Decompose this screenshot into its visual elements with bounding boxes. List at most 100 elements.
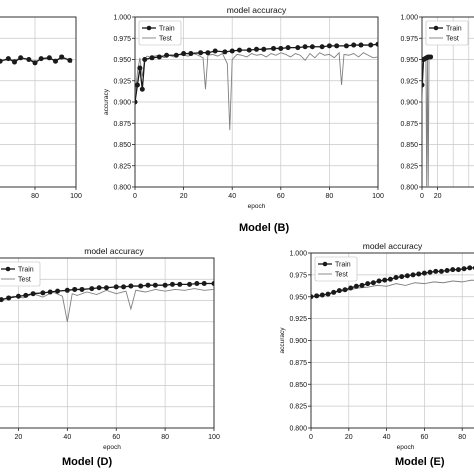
data-point [18,55,24,61]
data-point [139,86,145,92]
data-point [348,285,354,291]
data-point [428,54,434,60]
data-point [285,45,291,51]
data-point [461,266,467,272]
data-point [55,288,61,294]
data-point [319,44,325,50]
data-point [32,60,38,66]
data-point [393,275,399,280]
data-point [169,281,175,287]
data-point [353,283,359,289]
y-tick-label: 1.000 [289,251,307,258]
data-point [164,52,170,58]
data-point [365,281,371,287]
legend-label: Train [335,262,351,269]
data-point [438,268,444,274]
legend-label: Test [446,36,459,43]
legend-label: Test [159,36,172,43]
chart-title: model accuracy [227,5,287,15]
data-point [455,267,461,273]
data-point [145,282,151,288]
chart-panel: 0 20 40 60 80 100 0.800 0.825 0.850 0.875 0.900 0.9… [103,5,384,210]
y-tick-label: 0.850 [113,142,131,149]
y-tick-label: 0.850 [289,382,307,389]
data-point [12,59,17,65]
y-tick-label: 0.975 [113,36,131,43]
legend-label: Train [18,267,34,274]
caption-model-d: Model (D) [62,456,113,468]
x-tick-label: 60 [421,434,429,441]
data-point [387,276,393,282]
data-point [271,45,277,51]
data-point [375,41,378,47]
x-tick-label: 60 [112,434,120,441]
series-line [135,43,378,103]
y-tick-label: 0.800 [113,185,131,192]
x-tick-label: 20 [15,434,23,441]
x-tick-label: 80 [161,434,169,441]
data-point [205,50,211,56]
x-tick-label: 0 [309,434,313,441]
data-point [15,293,21,299]
x-tick-label: 0 [420,193,424,200]
data-point [47,289,53,295]
data-point [0,297,4,303]
x-tick-label: 80 [31,193,39,200]
data-point [177,281,183,287]
data-point [295,45,301,51]
data-point [38,56,44,62]
x-tick-label: 100 [208,434,220,441]
y-tick-label: 0.825 [289,404,307,411]
data-point [404,273,410,279]
chart-title: model accuracy [363,241,423,251]
data-point [211,281,214,286]
x-tick-label: 20 [180,193,188,200]
data-point [302,44,308,50]
series-group [311,265,474,300]
y-tick-label: 1.000 [400,15,418,22]
series-line [0,282,214,301]
data-point [278,45,284,51]
plot-frame [0,257,215,429]
data-point [96,285,102,291]
y-tick-label: 0.800 [289,426,307,433]
data-point [121,284,127,290]
series-line [311,267,474,298]
y-tick-label: 0.850 [400,142,418,149]
data-point [53,58,58,64]
legend-label: Test [18,277,31,284]
x-tick-label: 40 [383,434,391,441]
data-point [422,82,425,88]
y-tick-label: 0.875 [113,121,131,128]
series-line [311,279,474,298]
data-point [173,52,179,58]
y-tick-label: 0.950 [400,57,418,64]
data-point [162,282,168,288]
x-tick-label: 40 [228,193,236,200]
data-point [72,286,78,292]
data-point [23,292,29,298]
data-point [89,286,95,292]
chart-panel: 0 20 0.800 0.825 0.850 0.875 0.900 0.925 0.950 0.… [400,15,474,200]
data-point [138,283,144,289]
data-point [135,99,138,105]
data-point [59,54,65,60]
data-point [376,278,382,284]
legend-marker [433,25,439,31]
series-group [422,54,434,187]
legend-marker [5,266,11,272]
y-tick-label: 0.975 [289,272,307,279]
data-point [222,49,228,55]
data-point [336,288,342,294]
data-point [236,47,242,53]
data-point [113,284,119,290]
data-point [359,282,365,288]
data-point [229,48,235,54]
data-point [212,48,218,54]
x-axis-label: epoch [248,203,266,210]
data-point [156,54,162,60]
data-point [194,281,200,286]
y-tick-label: 0.925 [289,316,307,323]
y-axis-label: accuracy [279,327,286,354]
legend-marker [146,25,152,31]
